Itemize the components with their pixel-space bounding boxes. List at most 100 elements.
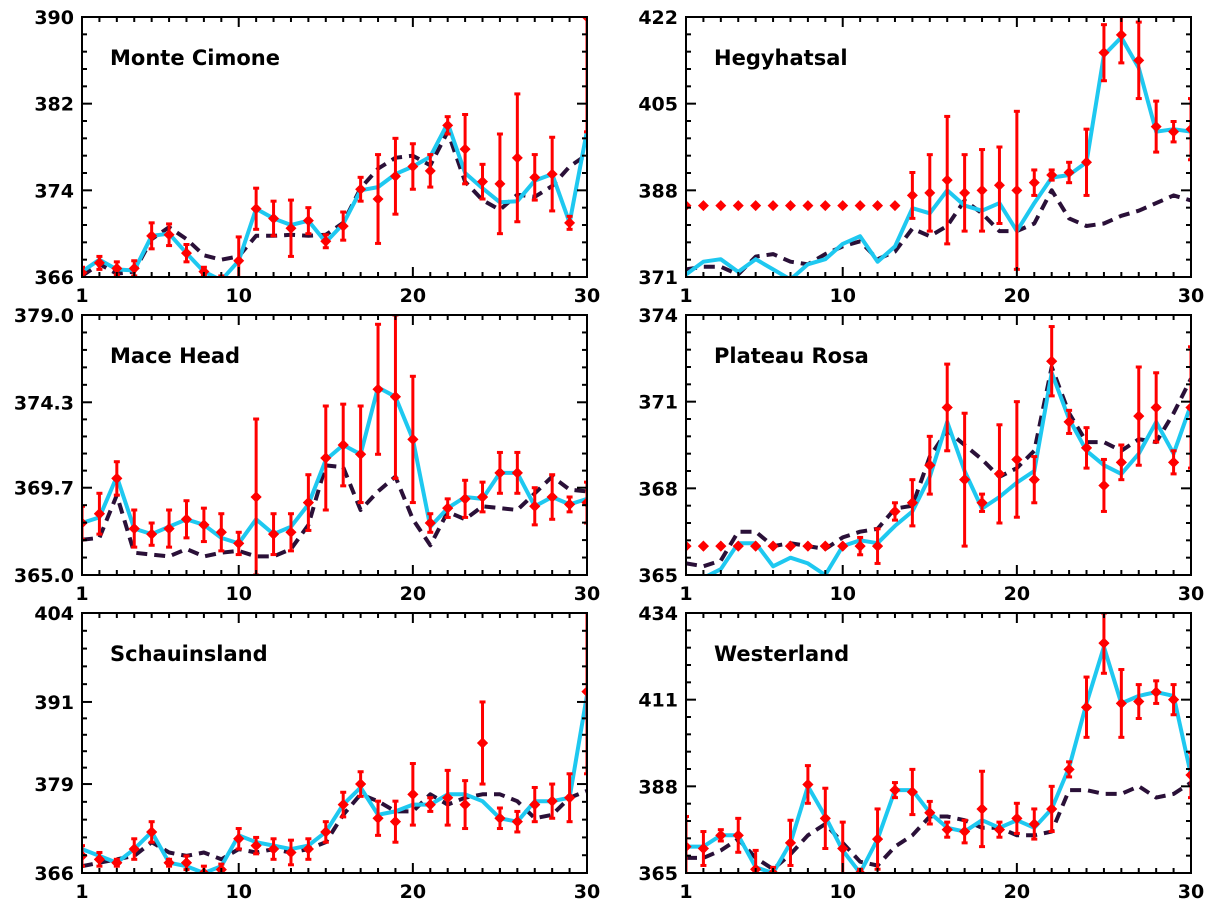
observation-marker — [715, 829, 727, 841]
plot-frame — [685, 612, 1192, 874]
observation-marker — [477, 491, 489, 503]
observation-marker — [285, 222, 297, 234]
observation-marker — [941, 174, 953, 186]
reference-series-line — [82, 129, 587, 277]
observation-marker — [854, 200, 866, 212]
x-tick-label: 30 — [574, 881, 600, 903]
observation-marker — [976, 497, 988, 509]
panel-title: Schauinsland — [110, 642, 268, 666]
observation-marker — [442, 792, 454, 804]
observation-marker — [511, 152, 523, 164]
observation-marker — [906, 189, 918, 201]
observation-marker — [146, 528, 158, 540]
observation-marker — [1081, 442, 1093, 454]
observation-marker — [320, 235, 332, 247]
observation-marker — [1185, 769, 1191, 781]
plot-area — [686, 17, 1191, 277]
reference-series-line — [686, 365, 1191, 569]
x-tick-label: 1 — [75, 285, 88, 307]
y-tick-label: 411 — [638, 690, 678, 712]
observation-marker — [1168, 694, 1180, 706]
plot-frame — [81, 314, 588, 576]
observation-marker — [180, 857, 192, 869]
observation-marker — [1150, 401, 1162, 413]
observation-marker — [93, 853, 105, 865]
observation-marker — [82, 267, 88, 277]
observation-marker — [564, 792, 576, 804]
y-tick-label: 374.3 — [14, 392, 74, 414]
observation-marker — [993, 468, 1005, 480]
observation-marker — [1063, 416, 1075, 428]
observation-marker — [1098, 47, 1110, 59]
x-tick-label: 1 — [679, 583, 692, 605]
model-series-line — [82, 694, 587, 873]
x-tick-label: 1 — [75, 881, 88, 903]
observation-marker — [1185, 401, 1191, 413]
panel-hegyhatsal: 1 10 20 30 371 388 405 422 Hegyhatsal — [638, 7, 1204, 307]
observation-marker — [233, 537, 245, 549]
observation-marker — [993, 824, 1005, 836]
observation-marker — [198, 266, 210, 277]
observation-marker — [442, 502, 454, 514]
observation-marker — [802, 540, 814, 552]
plot-frame — [685, 314, 1192, 576]
observation-marker — [959, 474, 971, 486]
observation-marker — [146, 826, 158, 838]
observation-marker — [976, 184, 988, 196]
observation-marker — [163, 523, 175, 535]
observation-marker — [372, 383, 384, 395]
observation-marker — [1150, 686, 1162, 698]
panel-plateau-rosa: 1 10 20 30 365 368 371 374 Plateau Rosa — [638, 305, 1204, 605]
x-tick-label: 30 — [1178, 583, 1204, 605]
x-tick-label: 10 — [829, 881, 855, 903]
y-tick-label: 374 — [34, 180, 74, 202]
observation-marker — [1168, 456, 1180, 468]
plot-area — [82, 17, 587, 277]
observation-marker — [128, 262, 140, 274]
x-tick-label: 1 — [75, 583, 88, 605]
plot-area — [686, 325, 1191, 575]
observation-marker — [355, 183, 367, 195]
observation-marker — [924, 187, 936, 199]
observation-marker — [941, 824, 953, 836]
x-tick-label: 10 — [829, 285, 855, 307]
observation-marker — [407, 788, 419, 800]
observation-marker — [837, 843, 849, 855]
y-tick-label: 369.7 — [14, 478, 74, 500]
observation-marker — [494, 467, 506, 479]
y-tick-label: 388 — [638, 776, 678, 798]
y-tick-label: 422 — [638, 7, 678, 29]
observation-marker — [1081, 156, 1093, 168]
y-tick-label: 382 — [34, 94, 74, 116]
observation-marker — [128, 523, 140, 535]
model-series-line — [686, 644, 1191, 873]
observation-marker — [268, 843, 280, 855]
observation-marker — [872, 833, 884, 845]
observation-marker — [889, 505, 901, 517]
observation-marker — [1028, 474, 1040, 486]
observation-marker — [767, 540, 779, 552]
observation-marker — [889, 784, 901, 796]
x-tick-label: 30 — [1178, 881, 1204, 903]
observation-marker — [215, 526, 227, 538]
panel-title: Monte Cimone — [110, 46, 280, 70]
observation-marker — [993, 179, 1005, 191]
observation-marker — [906, 497, 918, 509]
observation-marker — [424, 799, 436, 811]
x-tick-label: 30 — [574, 583, 600, 605]
observation-marker — [1115, 29, 1127, 41]
panel-title: Mace Head — [110, 344, 240, 368]
observation-marker — [1150, 121, 1162, 133]
model-series-line — [704, 370, 1191, 575]
observation-marker — [697, 540, 709, 552]
observation-marker — [233, 255, 245, 267]
observation-marker — [872, 540, 884, 552]
observation-marker — [581, 17, 587, 23]
observation-marker — [268, 528, 280, 540]
observation-marker — [564, 217, 576, 229]
observation-marker — [442, 119, 454, 131]
x-tick-label: 10 — [225, 583, 251, 605]
observation-marker — [198, 519, 210, 531]
observation-marker — [529, 799, 541, 811]
observation-marker — [546, 168, 558, 180]
